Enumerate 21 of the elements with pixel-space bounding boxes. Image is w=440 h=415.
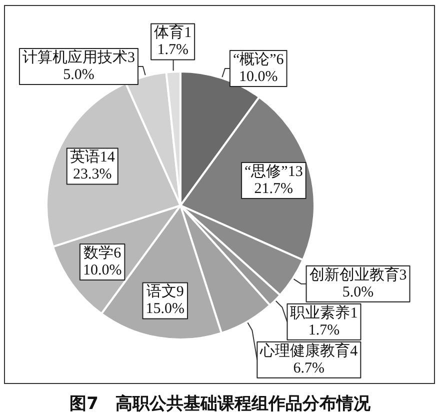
- data-label: 6.7%: [292, 360, 324, 376]
- slice-label: 英语14: [69, 148, 115, 166]
- data-label: 10.0%: [238, 68, 278, 84]
- data-label: 1.7%: [156, 42, 188, 58]
- slice-label: 体育1: [154, 24, 192, 41]
- data-label: 23.3%: [72, 166, 112, 182]
- data-label: 21.7%: [254, 180, 293, 196]
- slice-label: “思修”13: [244, 163, 302, 180]
- slice-label: 数学6: [83, 244, 122, 261]
- slice-label: 计算机应用技术3: [22, 48, 134, 66]
- data-label: 5.0%: [62, 66, 94, 82]
- slice-label: 心理健康教育4: [258, 342, 358, 359]
- data-label: 1.7%: [308, 322, 340, 338]
- slice-label: 语文9: [146, 282, 184, 300]
- slice-label: “概论”6: [232, 50, 284, 68]
- slice-label: 职业素养1: [290, 304, 358, 321]
- data-label: 15.0%: [145, 300, 184, 317]
- data-label: 5.0%: [342, 284, 374, 300]
- slice-label: 创新创业教育3: [308, 266, 406, 283]
- data-label: 10.0%: [82, 262, 122, 278]
- text: 图7 高职公共基础课程组作品分布情况: [68, 394, 372, 414]
